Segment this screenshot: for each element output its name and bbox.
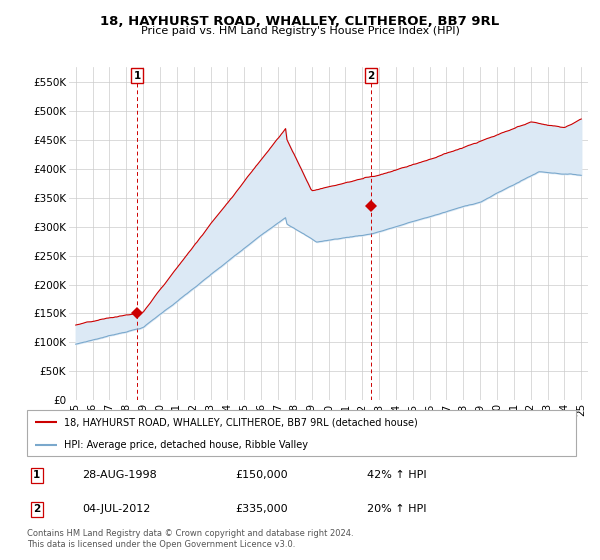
Text: 1: 1 (33, 470, 41, 480)
Text: 20% ↑ HPI: 20% ↑ HPI (367, 505, 427, 515)
Text: 18, HAYHURST ROAD, WHALLEY, CLITHEROE, BB7 9RL: 18, HAYHURST ROAD, WHALLEY, CLITHEROE, B… (100, 15, 500, 28)
Text: £150,000: £150,000 (236, 470, 288, 480)
Text: 18, HAYHURST ROAD, WHALLEY, CLITHEROE, BB7 9RL (detached house): 18, HAYHURST ROAD, WHALLEY, CLITHEROE, B… (64, 417, 418, 427)
Text: Price paid vs. HM Land Registry's House Price Index (HPI): Price paid vs. HM Land Registry's House … (140, 26, 460, 36)
Text: 42% ↑ HPI: 42% ↑ HPI (367, 470, 427, 480)
FancyBboxPatch shape (27, 410, 576, 456)
Text: 2: 2 (367, 71, 374, 81)
Text: 2: 2 (33, 505, 41, 515)
Text: HPI: Average price, detached house, Ribble Valley: HPI: Average price, detached house, Ribb… (64, 440, 308, 450)
Text: 1: 1 (134, 71, 141, 81)
Text: £335,000: £335,000 (236, 505, 288, 515)
Text: 28-AUG-1998: 28-AUG-1998 (82, 470, 157, 480)
Text: Contains HM Land Registry data © Crown copyright and database right 2024.
This d: Contains HM Land Registry data © Crown c… (27, 529, 353, 549)
Text: 04-JUL-2012: 04-JUL-2012 (82, 505, 150, 515)
